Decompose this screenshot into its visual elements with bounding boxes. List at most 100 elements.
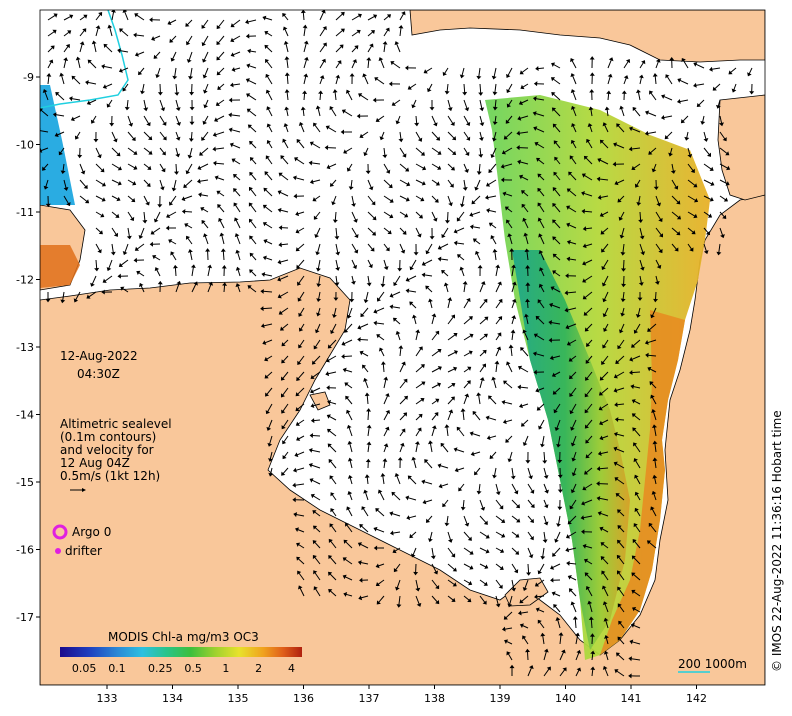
velocity-arrowhead	[122, 10, 128, 14]
velocity-arrow	[415, 595, 420, 605]
velocity-arrow	[495, 595, 499, 605]
velocity-arrowhead	[247, 124, 253, 129]
velocity-arrow	[619, 638, 625, 645]
velocity-arrow	[376, 509, 385, 517]
velocity-arrow	[415, 195, 423, 200]
velocity-arrow	[218, 192, 225, 197]
velocity-arrow	[248, 65, 257, 69]
velocity-arrow	[95, 179, 104, 186]
velocity-arrowhead	[382, 154, 388, 159]
velocity-arrow	[247, 19, 257, 23]
velocity-arrowhead	[298, 327, 304, 332]
velocity-arrow	[525, 316, 529, 325]
velocity-arrow	[415, 331, 419, 341]
velocity-arrow	[399, 414, 406, 421]
velocity-arrow	[332, 195, 337, 203]
velocity-arrowhead	[566, 341, 571, 346]
velocity-arrowhead	[316, 283, 322, 288]
velocity-arrow	[282, 371, 289, 379]
velocity-arrow	[383, 445, 387, 453]
velocity-arrowhead	[281, 471, 286, 476]
velocity-arrowhead	[507, 458, 513, 463]
velocity-arrowhead	[435, 330, 440, 335]
velocity-arrow	[585, 243, 593, 247]
velocity-arrow	[250, 142, 257, 149]
velocity-arrowhead	[148, 136, 153, 141]
velocity-arrowhead	[581, 191, 585, 196]
velocity-arrowhead	[485, 182, 491, 187]
velocity-arrow	[463, 515, 468, 525]
velocity-arrowhead	[506, 89, 511, 94]
velocity-arrow	[351, 15, 360, 21]
velocity-arrow	[479, 531, 488, 538]
velocity-arrowhead	[265, 59, 270, 64]
velocity-arrow	[572, 603, 577, 613]
velocity-arrowhead	[303, 40, 309, 45]
velocity-arrow	[351, 61, 356, 69]
velocity-arrowhead	[331, 201, 336, 206]
velocity-arrowhead	[405, 197, 410, 202]
velocity-arrow	[714, 83, 721, 90]
velocity-arrowhead	[134, 52, 139, 57]
velocity-arrow	[552, 287, 561, 293]
velocity-arrow	[392, 62, 401, 69]
velocity-arrow	[431, 427, 435, 437]
velocity-arrowhead	[116, 196, 121, 202]
velocity-arrowhead	[133, 150, 138, 155]
velocity-arrow	[554, 238, 561, 245]
velocity-arrowhead	[207, 264, 213, 269]
velocity-arrow	[521, 67, 529, 73]
chl-swath-core	[512, 250, 630, 650]
velocity-arrowhead	[596, 496, 601, 501]
velocity-arrowhead	[43, 185, 49, 190]
velocity-arrowhead	[632, 539, 637, 544]
velocity-arrow	[335, 62, 341, 69]
velocity-arrow	[583, 499, 593, 504]
velocity-arrowhead	[200, 206, 205, 212]
velocity-arrow	[719, 211, 725, 218]
velocity-arrowhead	[552, 219, 557, 224]
velocity-arrowhead	[340, 129, 344, 135]
velocity-arrowhead	[537, 217, 543, 222]
velocity-arrowhead	[709, 197, 714, 202]
velocity-arrow	[423, 481, 433, 485]
velocity-arrow	[105, 83, 113, 88]
velocity-arrowhead	[435, 599, 440, 605]
velocity-arrowhead	[196, 178, 201, 184]
velocity-arrow	[295, 483, 305, 486]
velocity-arrow	[120, 259, 129, 266]
velocity-arrowhead	[509, 248, 515, 252]
velocity-arrowhead	[504, 639, 509, 644]
velocity-arrow	[568, 224, 577, 229]
velocity-arrowhead	[117, 180, 122, 186]
velocity-arrowhead	[161, 168, 166, 173]
velocity-arrow	[284, 28, 289, 37]
velocity-arrow	[655, 211, 662, 220]
velocity-arrow	[347, 412, 353, 421]
velocity-arrowhead	[602, 313, 608, 318]
velocity-arrowhead	[117, 166, 122, 171]
velocity-arrow	[586, 371, 593, 379]
velocity-arrow	[479, 515, 487, 524]
velocity-arrowhead	[132, 180, 137, 186]
velocity-arrow	[602, 557, 609, 565]
velocity-arrow	[555, 403, 561, 412]
velocity-arrowhead	[401, 361, 406, 366]
velocity-arrowhead	[329, 523, 334, 528]
velocity-arrow	[248, 79, 257, 85]
velocity-arrow	[655, 291, 657, 300]
velocity-arrow	[679, 79, 689, 85]
velocity-arrowhead	[295, 407, 300, 412]
velocity-arrow	[521, 99, 529, 104]
velocity-arrow	[351, 31, 359, 37]
velocity-arrow	[204, 83, 209, 92]
velocity-arrowhead	[139, 90, 146, 95]
velocity-arrow	[170, 240, 177, 245]
velocity-arrow	[318, 275, 321, 285]
velocity-arrow	[507, 115, 513, 122]
velocity-arrowhead	[316, 298, 322, 303]
velocity-arrowhead	[491, 376, 497, 381]
velocity-arrow	[495, 531, 503, 537]
velocity-arrow	[303, 43, 307, 53]
velocity-arrow	[535, 112, 545, 117]
